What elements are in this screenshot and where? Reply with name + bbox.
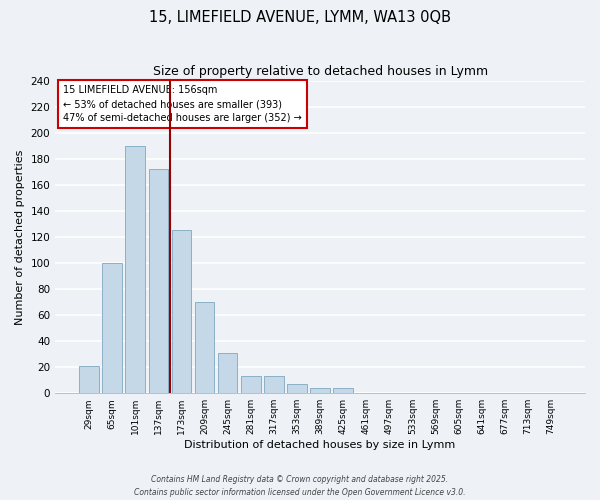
Y-axis label: Number of detached properties: Number of detached properties (15, 149, 25, 324)
Bar (264, 376, 284, 393)
X-axis label: Distribution of detached houses by size in Lymm: Distribution of detached houses by size … (184, 440, 456, 450)
Text: 15, LIMEFIELD AVENUE, LYMM, WA13 0QB: 15, LIMEFIELD AVENUE, LYMM, WA13 0QB (149, 10, 451, 25)
Bar (287, 384, 307, 393)
Bar (125, 146, 145, 393)
Bar (103, 263, 122, 393)
Bar (218, 353, 238, 393)
Bar (172, 230, 191, 393)
Bar (241, 376, 260, 393)
Title: Size of property relative to detached houses in Lymm: Size of property relative to detached ho… (152, 65, 488, 78)
Bar (149, 169, 168, 393)
Bar (79, 366, 99, 393)
Bar (310, 388, 330, 393)
Bar (334, 388, 353, 393)
Bar (195, 302, 214, 393)
Text: Contains HM Land Registry data © Crown copyright and database right 2025.
Contai: Contains HM Land Registry data © Crown c… (134, 476, 466, 497)
Text: 15 LIMEFIELD AVENUE: 156sqm
← 53% of detached houses are smaller (393)
47% of se: 15 LIMEFIELD AVENUE: 156sqm ← 53% of det… (63, 85, 302, 123)
